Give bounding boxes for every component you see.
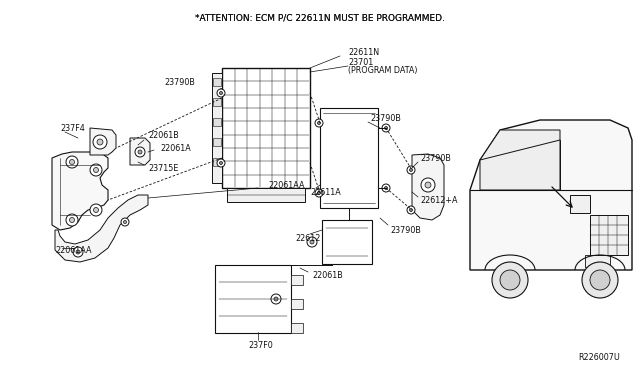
Text: 23790B: 23790B (370, 113, 401, 122)
Circle shape (93, 135, 107, 149)
Text: 22061AA: 22061AA (55, 246, 92, 254)
Polygon shape (480, 130, 560, 190)
Bar (213, 78, 221, 86)
Circle shape (307, 237, 317, 247)
Circle shape (410, 208, 413, 212)
Bar (212, 73, 222, 183)
Circle shape (421, 178, 435, 192)
Circle shape (407, 166, 415, 174)
Text: 237F0: 237F0 (248, 340, 273, 350)
Text: (PROGRAM DATA): (PROGRAM DATA) (348, 65, 417, 74)
Circle shape (274, 297, 278, 301)
Text: *ATTENTION: ECM P/C 22611N MUST BE PROGRAMMED.: *ATTENTION: ECM P/C 22611N MUST BE PROGR… (195, 13, 445, 22)
Circle shape (382, 184, 390, 192)
Bar (227, 188, 305, 202)
Bar (213, 98, 221, 106)
Bar (213, 118, 221, 126)
Circle shape (582, 262, 618, 298)
Polygon shape (470, 120, 632, 270)
Circle shape (271, 294, 281, 304)
Circle shape (315, 189, 323, 197)
Circle shape (220, 161, 223, 164)
Circle shape (138, 150, 142, 154)
Circle shape (217, 89, 225, 97)
Circle shape (135, 147, 145, 157)
Circle shape (382, 124, 390, 132)
Polygon shape (130, 138, 150, 165)
Bar (213, 158, 221, 166)
Circle shape (121, 218, 129, 226)
Circle shape (90, 204, 102, 216)
Circle shape (410, 169, 413, 171)
Text: R226007U: R226007U (578, 353, 620, 362)
Circle shape (217, 159, 225, 167)
Bar (222, 68, 310, 188)
Circle shape (385, 186, 387, 189)
Circle shape (93, 208, 99, 212)
Bar (590, 215, 628, 255)
Text: 22611A: 22611A (310, 187, 340, 196)
Circle shape (90, 164, 102, 176)
Circle shape (310, 240, 314, 244)
Text: 23701: 23701 (348, 58, 373, 67)
Circle shape (407, 206, 415, 214)
Polygon shape (52, 152, 108, 230)
Polygon shape (412, 154, 444, 220)
Circle shape (93, 167, 99, 173)
Text: 23790B: 23790B (390, 225, 421, 234)
Bar (570, 195, 590, 213)
Bar (213, 138, 221, 146)
Text: 22061A: 22061A (160, 144, 191, 153)
Text: 237F4: 237F4 (60, 124, 84, 132)
Circle shape (66, 214, 78, 226)
Circle shape (315, 119, 323, 127)
Circle shape (70, 160, 74, 164)
Circle shape (220, 92, 223, 94)
Bar (291, 275, 303, 285)
Bar (291, 299, 303, 309)
Circle shape (492, 262, 528, 298)
Circle shape (73, 247, 83, 257)
Circle shape (385, 126, 387, 129)
Polygon shape (90, 128, 116, 155)
Polygon shape (55, 195, 148, 262)
Circle shape (317, 122, 321, 125)
Circle shape (590, 270, 610, 290)
Bar (320, 108, 378, 208)
Circle shape (500, 270, 520, 290)
Circle shape (317, 192, 321, 195)
Circle shape (70, 218, 74, 222)
Text: 23790B: 23790B (164, 77, 195, 87)
Text: 23790B: 23790B (420, 154, 451, 163)
Bar (585, 255, 610, 267)
Bar (215, 265, 291, 333)
Bar (291, 323, 303, 333)
Circle shape (76, 250, 80, 254)
Text: 22612+A: 22612+A (420, 196, 458, 205)
Text: 22061AA: 22061AA (268, 180, 305, 189)
Circle shape (97, 139, 103, 145)
Text: 23715E: 23715E (148, 164, 179, 173)
Circle shape (425, 182, 431, 188)
Text: 22061B: 22061B (312, 270, 343, 279)
Text: 22612: 22612 (295, 234, 321, 243)
Text: 22611N: 22611N (348, 48, 379, 57)
Text: 22061B: 22061B (148, 131, 179, 140)
Text: *ATTENTION: ECM P/C 22611N MUST BE PROGRAMMED.: *ATTENTION: ECM P/C 22611N MUST BE PROGR… (195, 13, 445, 22)
Circle shape (66, 156, 78, 168)
Circle shape (124, 221, 127, 224)
Bar (322, 220, 372, 264)
